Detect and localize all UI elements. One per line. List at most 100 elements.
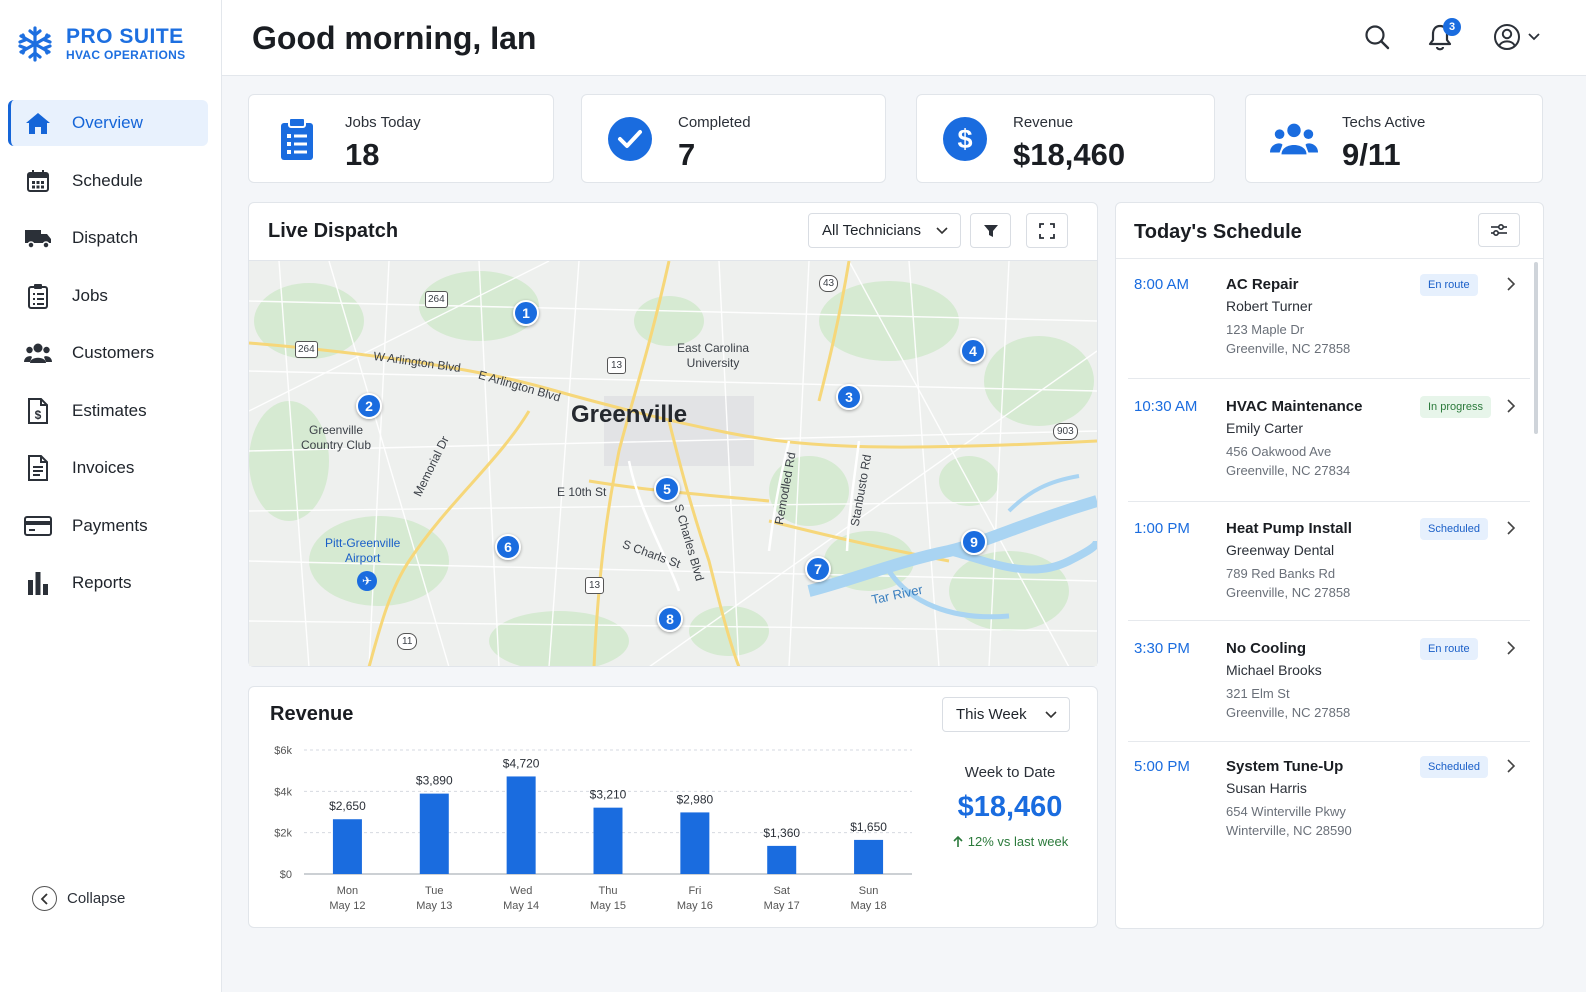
schedule-time: 8:00 AM: [1134, 276, 1190, 293]
search-button[interactable]: [1362, 22, 1392, 52]
technician-pin[interactable]: 6: [495, 534, 521, 560]
check-circle-icon: [606, 115, 654, 163]
estimate-doc-icon: $: [24, 397, 52, 425]
technician-pin[interactable]: 3: [836, 384, 862, 410]
technician-pin[interactable]: 7: [805, 556, 831, 582]
people-icon: [24, 339, 52, 367]
map-city-label: Greenville: [571, 401, 688, 428]
expand-icon: [1039, 222, 1055, 239]
schedule-job-title: No Cooling: [1226, 640, 1306, 657]
x-tick-day-label: Thu: [599, 885, 618, 897]
schedule-scrollbar[interactable]: [1534, 262, 1538, 434]
sidebar-item-payments[interactable]: Payments: [8, 503, 208, 549]
search-icon: [1365, 25, 1390, 50]
brand-logo[interactable]: PRO SUITE HVAC OPERATIONS: [14, 24, 185, 64]
sidebar-item-label: Invoices: [72, 458, 135, 477]
chevron-down-icon: [1528, 33, 1540, 41]
route-shield: 11: [397, 633, 418, 650]
technician-pin[interactable]: 9: [961, 529, 987, 555]
chevron-right-icon: [1507, 277, 1516, 291]
technician-pin[interactable]: 8: [657, 606, 683, 632]
notification-badge: 3: [1443, 18, 1461, 36]
map-label-street: E 10th St: [557, 485, 607, 499]
sidebar-item-label: Payments: [72, 515, 148, 535]
kpi-label: Revenue: [1013, 114, 1074, 131]
x-tick-date-label: May 18: [851, 900, 887, 912]
schedule-job-title: AC Repair: [1226, 276, 1299, 293]
x-tick-day-label: Fri: [688, 885, 701, 897]
x-tick-date-label: May 16: [677, 900, 713, 912]
sidebar-item-invoices[interactable]: Invoices: [8, 445, 208, 491]
schedule-address-line1: 321 Elm St: [1226, 686, 1290, 701]
divider: [1116, 258, 1543, 259]
sidebar-item-customers[interactable]: Customers: [8, 330, 208, 376]
clipboard-icon: [24, 282, 52, 310]
revenue-bar: [506, 776, 536, 874]
svg-text:$: $: [35, 408, 42, 422]
x-tick-date-label: May 13: [416, 900, 452, 912]
schedule-item[interactable]: 1:00 PM Heat Pump Install Greenway Denta…: [1128, 518, 1530, 621]
technician-pin[interactable]: 5: [654, 476, 680, 502]
sidebar-item-label: Customers: [72, 343, 155, 362]
top-bar: Good morning, Ian 3: [222, 0, 1586, 76]
chevron-right-icon: [1507, 399, 1516, 413]
kpi-card-completed[interactable]: Completed 7: [581, 94, 886, 183]
kpi-card-revenue[interactable]: $ Revenue $18,460: [916, 94, 1215, 183]
sidebar-item-reports[interactable]: Reports: [8, 560, 208, 606]
status-badge: Scheduled: [1420, 518, 1488, 540]
sidebar-item-label: Jobs: [72, 285, 108, 305]
chevron-down-icon: [1045, 710, 1057, 718]
schedule-address-line1: 789 Red Banks Rd: [1226, 566, 1336, 581]
credit-card-icon: [24, 512, 52, 540]
technician-pin[interactable]: 2: [356, 393, 382, 419]
schedule-settings-button[interactable]: [1478, 213, 1520, 247]
map-label-country-club: Greenville Country Club: [301, 423, 372, 452]
kpi-label: Techs Active: [1342, 114, 1426, 131]
sidebar-item-jobs[interactable]: Jobs: [8, 273, 208, 319]
collapse-button[interactable]: Collapse: [32, 886, 125, 911]
sidebar-item-schedule[interactable]: Schedule: [8, 158, 208, 204]
schedule-item[interactable]: 5:00 PM System Tune-Up Susan Harris 654 …: [1128, 756, 1530, 858]
schedule-item[interactable]: 8:00 AM AC Repair Robert Turner 123 Mapl…: [1128, 274, 1530, 379]
map-filter-button[interactable]: [970, 213, 1011, 248]
sidebar-item-dispatch[interactable]: Dispatch: [8, 215, 208, 261]
revenue-period-select[interactable]: This Week: [942, 697, 1070, 732]
sidebar-item-estimates[interactable]: $ Estimates: [8, 388, 208, 434]
map-label-airport: Pitt-Greenville Airport: [325, 536, 401, 565]
technician-pin[interactable]: 1: [513, 300, 539, 326]
revenue-bar: [332, 819, 362, 874]
schedule-customer: Emily Carter: [1226, 420, 1304, 436]
schedule-time: 1:00 PM: [1134, 520, 1190, 537]
revenue-bar: [680, 812, 710, 874]
user-menu-button[interactable]: [1492, 22, 1542, 52]
kpi-card-techs-active[interactable]: Techs Active 9/11: [1245, 94, 1543, 183]
sidebar-item-overview[interactable]: Overview: [8, 100, 208, 146]
kpi-card-jobs-today[interactable]: Jobs Today 18: [248, 94, 554, 183]
sidebar-item-label: Estimates: [72, 400, 147, 420]
schedule-job-title: Heat Pump Install: [1226, 520, 1352, 537]
schedule-time: 10:30 AM: [1134, 398, 1198, 415]
schedule-address-line1: 654 Winterville Pkwy: [1226, 804, 1346, 819]
route-shield: 43: [819, 275, 839, 292]
week-to-date-value: $18,460: [957, 791, 1063, 823]
notifications-button[interactable]: 3: [1425, 18, 1461, 52]
live-dispatch-title: Live Dispatch: [268, 220, 399, 242]
kpi-value: $18,460: [1013, 137, 1126, 172]
status-badge: En route: [1420, 638, 1478, 660]
dispatch-map[interactable]: Greenville East Carolina University Green…: [249, 260, 1097, 666]
schedule-item[interactable]: 10:30 AM HVAC Maintenance Emily Carter 4…: [1128, 396, 1530, 502]
map-fullscreen-button[interactable]: [1026, 213, 1068, 248]
x-tick-date-label: May 17: [764, 900, 800, 912]
x-tick-day-label: Mon: [337, 885, 358, 897]
status-badge: Scheduled: [1420, 756, 1488, 778]
schedule-time: 3:30 PM: [1134, 640, 1190, 657]
x-tick-day-label: Tue: [425, 885, 444, 897]
technician-pin[interactable]: 4: [960, 338, 986, 364]
schedule-item[interactable]: 3:30 PM No Cooling Michael Brooks 321 El…: [1128, 638, 1530, 742]
technician-filter-value: All Technicians: [822, 222, 921, 239]
user-avatar-icon: [1494, 24, 1520, 50]
schedule-customer: Michael Brooks: [1226, 662, 1322, 678]
schedule-address-line2: Greenville, NC 27834: [1226, 463, 1351, 478]
technician-filter-select[interactable]: All Technicians: [808, 213, 961, 248]
revenue-title: Revenue: [270, 703, 354, 725]
